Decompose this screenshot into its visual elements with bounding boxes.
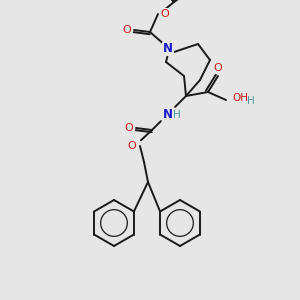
Text: O: O xyxy=(214,63,222,73)
Text: OH: OH xyxy=(232,93,248,103)
Text: N: N xyxy=(163,107,173,121)
Text: H: H xyxy=(247,96,255,106)
Text: O: O xyxy=(124,123,134,133)
Text: O: O xyxy=(160,9,169,19)
Text: O: O xyxy=(123,25,131,35)
Text: O: O xyxy=(128,141,136,151)
Text: H: H xyxy=(173,110,181,120)
Text: N: N xyxy=(163,43,173,56)
